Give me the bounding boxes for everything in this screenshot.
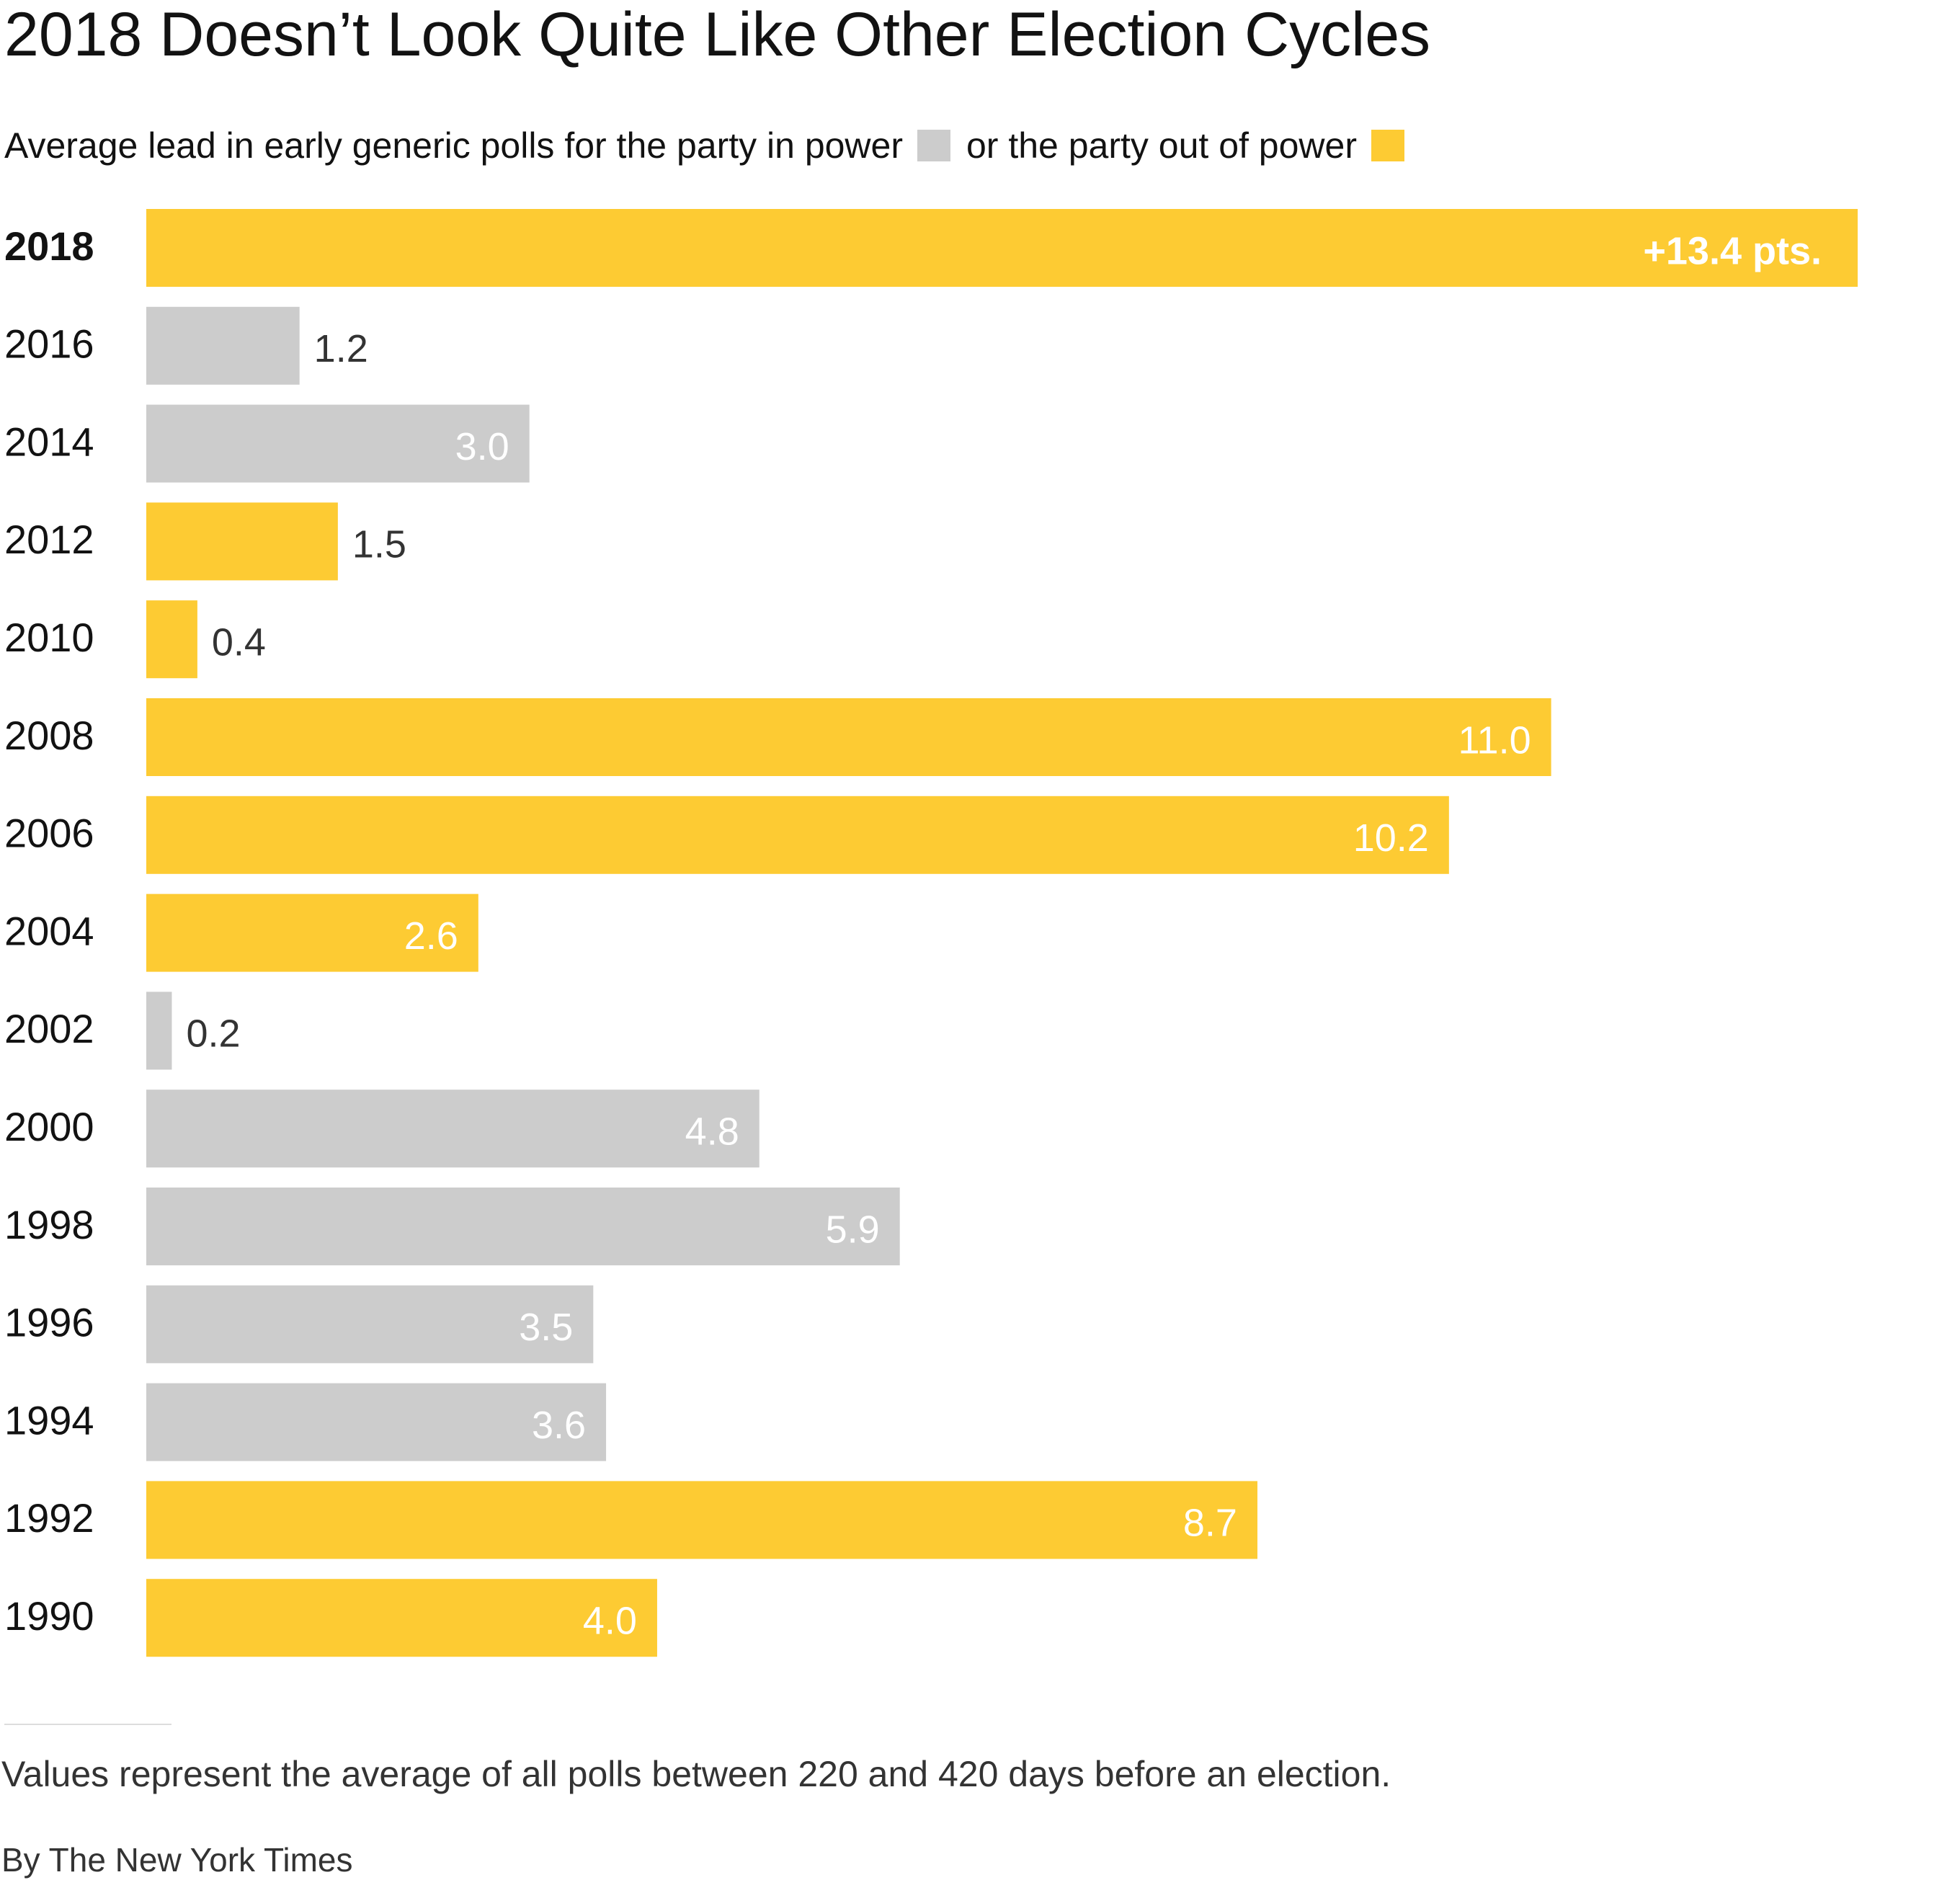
bar-2008 bbox=[146, 698, 1551, 776]
value-label-2014: 3.0 bbox=[455, 425, 509, 468]
footnote-divider bbox=[4, 1724, 172, 1725]
legend-swatch-party-out-of-power bbox=[1371, 130, 1404, 161]
category-label-1990: 1990 bbox=[4, 1593, 94, 1639]
chart-subtitle: Average lead in early generic polls for … bbox=[4, 121, 1420, 170]
labels-layer: 2018 +13.4 pts. 2016 1.2 2014 3.0 2012 1.5 2010 0… bbox=[4, 223, 1822, 1643]
bar-2010 bbox=[146, 600, 197, 679]
category-label-2006: 2006 bbox=[4, 811, 94, 856]
value-label-2000: 4.8 bbox=[685, 1110, 739, 1153]
category-label-2000: 2000 bbox=[4, 1104, 94, 1149]
legend-swatch-party-in-power bbox=[917, 130, 950, 161]
value-label-2012: 1.5 bbox=[352, 523, 406, 566]
value-label-2002: 0.2 bbox=[186, 1012, 240, 1056]
category-label-2008: 2008 bbox=[4, 713, 94, 758]
category-label-2010: 2010 bbox=[4, 615, 94, 660]
bar-2018 bbox=[146, 209, 1858, 287]
bars-layer bbox=[146, 209, 1858, 1657]
bar-chart: 2018 +13.4 pts. 2016 1.2 2014 3.0 2012 1.5 2010 0… bbox=[4, 209, 1858, 1657]
bar-1994 bbox=[146, 1383, 607, 1461]
bar-1990 bbox=[146, 1579, 657, 1657]
bar-2016 bbox=[146, 306, 300, 385]
value-label-2004: 2.6 bbox=[404, 914, 458, 958]
category-label-2018: 2018 bbox=[4, 223, 94, 269]
subtitle-middle: or the party out of power bbox=[966, 125, 1357, 166]
category-label-1996: 1996 bbox=[4, 1300, 94, 1345]
value-label-2008: 11.0 bbox=[1458, 718, 1531, 762]
bar-2004 bbox=[146, 894, 478, 972]
bar-2012 bbox=[146, 502, 338, 581]
category-label-1992: 1992 bbox=[4, 1495, 94, 1541]
value-label-1992: 8.7 bbox=[1183, 1502, 1237, 1545]
category-label-2016: 2016 bbox=[4, 321, 94, 367]
credit: By The New York Times bbox=[1, 1841, 353, 1879]
bar-2002 bbox=[146, 992, 172, 1070]
value-label-2016: 1.2 bbox=[314, 327, 368, 370]
value-label-1998: 5.9 bbox=[826, 1208, 880, 1251]
value-label-1994: 3.6 bbox=[532, 1404, 586, 1447]
subtitle-prefix: Average lead in early generic polls for … bbox=[4, 125, 903, 166]
bar-1992 bbox=[146, 1481, 1257, 1559]
category-label-1998: 1998 bbox=[4, 1202, 94, 1247]
value-label-1990: 4.0 bbox=[583, 1599, 637, 1642]
bar-1998 bbox=[146, 1188, 900, 1265]
bar-2000 bbox=[146, 1090, 760, 1168]
value-label-2018: +13.4 pts. bbox=[1643, 229, 1822, 272]
value-label-2006: 10.2 bbox=[1353, 816, 1429, 860]
footnote: Values represent the average of all poll… bbox=[1, 1754, 1391, 1794]
value-label-1996: 3.5 bbox=[519, 1306, 573, 1349]
chart-title: 2018 Doesn’t Look Quite Like Other Elect… bbox=[4, 0, 1431, 69]
category-label-2014: 2014 bbox=[4, 419, 94, 464]
value-label-2010: 0.4 bbox=[212, 620, 266, 664]
category-label-2004: 2004 bbox=[4, 908, 94, 953]
category-label-2012: 2012 bbox=[4, 517, 94, 562]
category-label-1994: 1994 bbox=[4, 1397, 94, 1443]
bar-1996 bbox=[146, 1285, 594, 1363]
category-label-2002: 2002 bbox=[4, 1006, 94, 1051]
bar-2014 bbox=[146, 404, 530, 483]
bar-2006 bbox=[146, 796, 1449, 874]
